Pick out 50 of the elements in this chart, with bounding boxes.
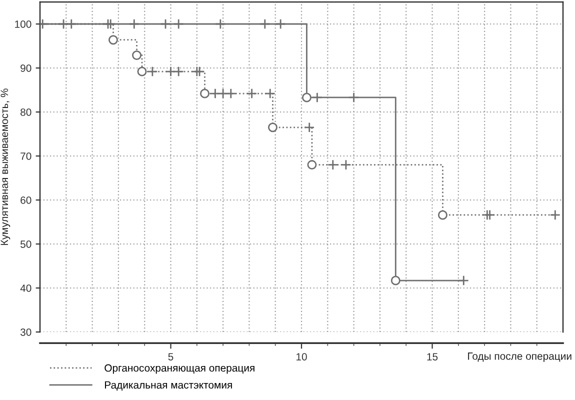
point [173,66,184,77]
point [194,66,205,77]
point [165,66,176,77]
point [264,88,276,99]
point [484,210,496,220]
point [268,122,278,132]
point [147,66,158,77]
point [105,18,116,30]
point [275,18,286,30]
point [128,18,140,30]
x-tick-label: 10 [296,353,307,360]
y-tick-label: 60 [20,196,32,204]
y-tick-label: 30 [20,328,32,336]
x-tick-label: 15 [427,353,438,360]
point [210,88,221,99]
point [304,122,315,133]
y-tick-label: 70 [20,152,32,160]
point [307,160,317,170]
point [215,18,226,30]
point [246,88,258,99]
point [312,92,323,103]
y-tick-label: 100 [15,20,32,28]
point [132,50,142,60]
point [226,88,236,99]
x-tick-label: 5 [168,353,174,360]
point [66,18,77,30]
y-tick-label: 80 [20,108,32,116]
point [200,88,210,98]
point [173,18,184,30]
point [108,35,118,45]
point [218,88,228,99]
x-axis-title: Годы после операции [468,352,572,362]
legend-label: Органосохраняющая операция [104,364,254,374]
y-tick-label: 50 [20,240,32,248]
point [438,210,448,220]
point [328,159,338,170]
point [58,18,69,30]
point [302,92,312,102]
legend-label: Радикальная мастэктомия [105,381,232,391]
point [458,275,469,286]
point [348,92,360,103]
point [160,18,171,30]
y-tick-label: 90 [20,64,32,72]
point [340,159,352,170]
point [390,276,400,286]
point [137,66,147,76]
point [260,18,270,30]
y-tick-label: 40 [20,284,32,292]
point [550,210,561,220]
y-axis-title: Кумулятивная выживаемость, % [0,88,10,245]
